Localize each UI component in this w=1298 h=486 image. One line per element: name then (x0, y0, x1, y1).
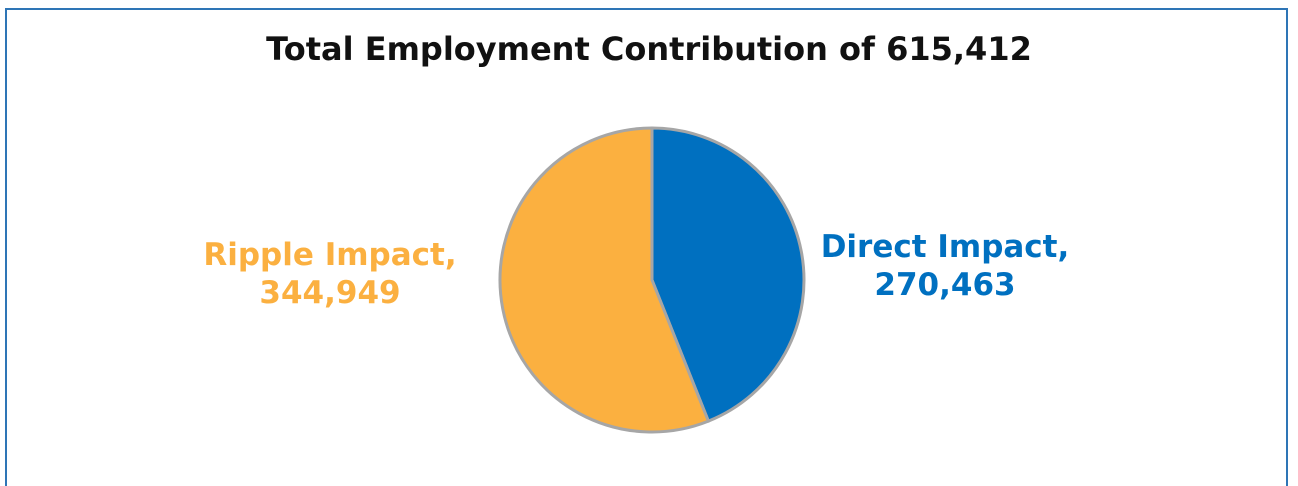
ripple-impact-name: Ripple Impact, (203, 237, 457, 273)
ripple-impact-value: 344,949 (259, 275, 401, 311)
ripple-impact-label: Ripple Impact, 344,949 (185, 236, 475, 312)
chart-title: Total Employment Contribution of 615,412 (266, 30, 1032, 68)
pie-slice-direct-impact (650, 126, 806, 423)
direct-impact-name: Direct Impact, (820, 229, 1070, 265)
direct-impact-value: 270,463 (874, 267, 1016, 303)
pie-slice-ripple-impact (498, 126, 710, 434)
direct-impact-label: Direct Impact, 270,463 (800, 228, 1090, 304)
